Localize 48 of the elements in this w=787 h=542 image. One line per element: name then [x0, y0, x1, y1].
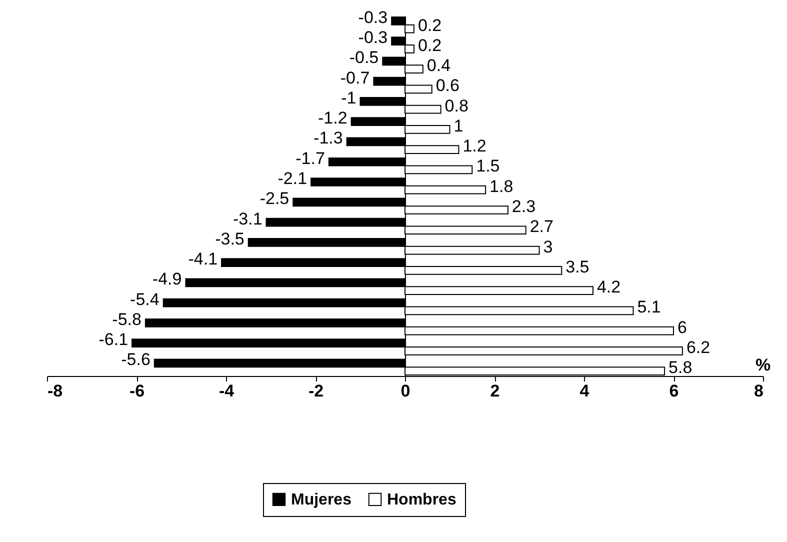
data-label: -4.9 — [152, 270, 182, 289]
data-label: -0.3 — [358, 8, 388, 27]
data-label: -6.1 — [98, 330, 128, 350]
data-label: 1 — [454, 116, 464, 136]
data-label: 1.2 — [462, 136, 486, 156]
data-label: -5.6 — [121, 350, 150, 370]
data-label: -0.3 — [358, 28, 388, 48]
data-label: -4.1 — [188, 250, 218, 269]
data-label: -3.5 — [215, 229, 244, 248]
data-label: 0.8 — [444, 96, 468, 116]
x-tick-label: -4 — [218, 382, 235, 400]
data-label: 6.2 — [686, 338, 710, 357]
x-tick-label: -6 — [129, 382, 145, 400]
data-label: 4.2 — [596, 278, 621, 297]
data-label: 3.5 — [566, 257, 590, 276]
data-label: 2.7 — [530, 217, 554, 236]
data-label: 6 — [678, 318, 687, 337]
data-label: 5.8 — [668, 358, 692, 378]
x-tick-label: -2 — [308, 382, 324, 400]
data-label: -3.1 — [232, 209, 262, 228]
x-axis-title: % — [756, 356, 771, 374]
x-tick-label: 6 — [669, 382, 679, 400]
x-tick-label: -8 — [48, 382, 63, 400]
data-label: 0.4 — [426, 56, 451, 76]
x-tick-label: 8 — [754, 382, 764, 400]
data-label: 5.1 — [637, 298, 661, 317]
data-label: -5.8 — [112, 310, 142, 329]
data-label: -0.5 — [349, 48, 379, 68]
legend-label: Mujeres — [291, 491, 352, 508]
data-label: 0.2 — [418, 16, 442, 35]
x-tick-label: 0 — [400, 382, 410, 400]
data-label: -2.1 — [278, 169, 308, 188]
data-label: 3 — [543, 237, 553, 256]
data-label: 0.2 — [418, 36, 442, 55]
data-label: 2.3 — [512, 196, 536, 216]
data-label: -1.7 — [296, 148, 325, 168]
data-label: -2.5 — [260, 189, 290, 208]
legend-label: Hombres — [387, 491, 456, 508]
data-label: 1.5 — [476, 156, 500, 176]
data-label: -0.7 — [340, 68, 370, 88]
data-label: -1.3 — [314, 128, 343, 148]
data-label: 1.8 — [490, 176, 514, 196]
data-label: 0.6 — [436, 76, 460, 96]
data-label: -5.4 — [130, 290, 160, 309]
x-tick-label: 2 — [490, 382, 500, 400]
x-tick-label: 4 — [580, 382, 590, 400]
data-label: -1.2 — [318, 108, 348, 128]
data-label: -1 — [341, 88, 356, 108]
